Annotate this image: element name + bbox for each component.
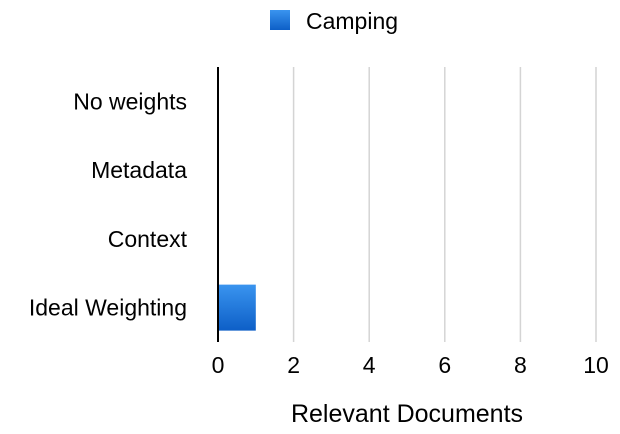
x-tick-label: 0 <box>212 352 225 378</box>
legend-label-camping: Camping <box>306 8 398 34</box>
x-tick-label: 4 <box>363 352 376 378</box>
x-tick-label: 6 <box>438 352 451 378</box>
x-tick-label: 8 <box>514 352 527 378</box>
category-label: No weights <box>73 88 187 114</box>
legend: Camping <box>270 8 398 34</box>
x-tick-label: 2 <box>287 352 300 378</box>
category-labels: No weights Metadata Context Ideal Weighting <box>29 88 188 320</box>
x-tick-label: 10 <box>583 352 609 378</box>
x-axis-title: Relevant Documents <box>291 400 523 428</box>
category-label: Context <box>108 226 188 252</box>
bars <box>218 284 256 331</box>
category-label: Metadata <box>91 157 187 183</box>
legend-swatch-camping <box>270 10 290 30</box>
category-label: Ideal Weighting <box>29 295 187 321</box>
bar-ideal-weighting <box>218 284 256 331</box>
gridlines <box>292 67 597 342</box>
x-tick-labels: 0 2 4 6 8 10 <box>212 352 609 378</box>
